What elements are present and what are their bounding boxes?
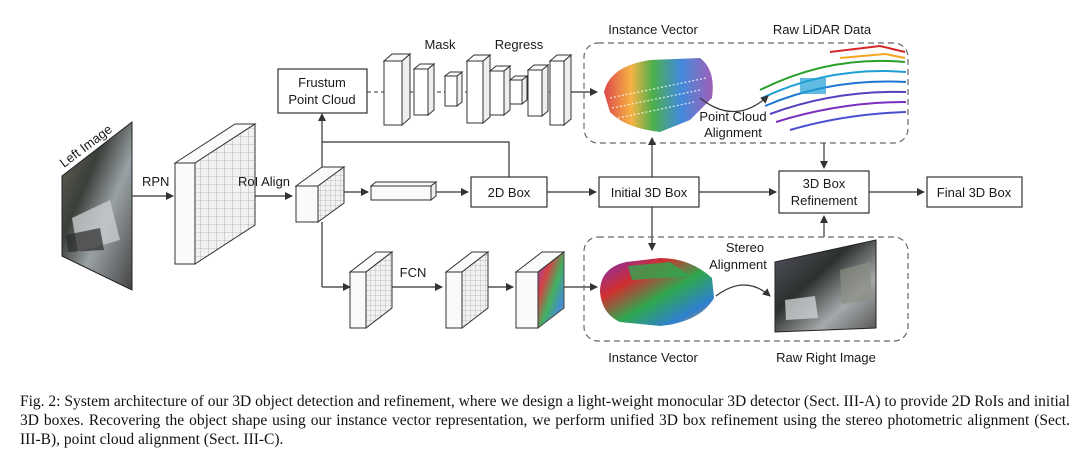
raw-lidar-pointcloud <box>759 44 907 131</box>
stereo-alignment-arrow <box>715 284 771 297</box>
frustum-label-1: Frustum <box>298 75 346 90</box>
box-2d <box>470 176 548 208</box>
frustum-label-2: Point Cloud <box>288 92 355 107</box>
raw-right-image-thumbnail <box>774 239 877 333</box>
left-image-thumbnail <box>61 120 133 291</box>
fcn-label: FCN <box>400 265 427 280</box>
fc-block <box>369 180 438 202</box>
box-2d-label: 2D Box <box>488 185 531 200</box>
pc-alignment-arrow <box>699 95 769 113</box>
mask-regress-network <box>367 52 575 127</box>
initial-3d-box-label: Initial 3D Box <box>611 185 688 200</box>
raw-lidar-label: Raw LiDAR Data <box>773 22 872 37</box>
feature-map-block <box>173 123 257 265</box>
initial-3d-box <box>598 176 700 208</box>
instance-vector-car-bottom <box>600 258 714 326</box>
instance-vector-pointcloud-top <box>604 58 713 132</box>
final-3d-box-label: Final 3D Box <box>937 185 1012 200</box>
refinement-box <box>778 170 870 214</box>
fcn-output-block <box>514 250 566 330</box>
stereo-alignment-label-1: Stereo <box>726 240 764 255</box>
instance-vector-bottom-label: Instance Vector <box>608 350 698 365</box>
mask-label: Mask <box>424 37 456 52</box>
roi-align-label: RoI Align <box>238 174 290 189</box>
regress-label: Regress <box>495 37 544 52</box>
architecture-diagram: Left Image RPN RoI Align 2D Box Frustum … <box>57 22 1023 365</box>
pc-alignment-label-1: Point Cloud <box>699 109 766 124</box>
fcn-block-2 <box>444 250 490 330</box>
figure-caption: Fig. 2: System architecture of our 3D ob… <box>20 393 1070 448</box>
stereo-alignment-frame <box>583 236 909 342</box>
final-3d-box <box>926 176 1023 208</box>
box-2d-to-frustum-line <box>322 141 510 177</box>
roi-feature-block <box>294 166 346 223</box>
point-cloud-alignment-frame <box>583 42 909 144</box>
pc-alignment-label-2: Alignment <box>704 125 762 140</box>
raw-right-image-label: Raw Right Image <box>776 350 876 365</box>
refinement-label-1: 3D Box <box>803 176 846 191</box>
stereo-alignment-label-2: Alignment <box>709 257 767 272</box>
rpn-label: RPN <box>142 174 169 189</box>
fcn-block-1 <box>348 250 394 330</box>
frustum-box <box>277 68 368 114</box>
instance-vector-top-label: Instance Vector <box>608 22 698 37</box>
refinement-label-2: Refinement <box>791 193 858 208</box>
